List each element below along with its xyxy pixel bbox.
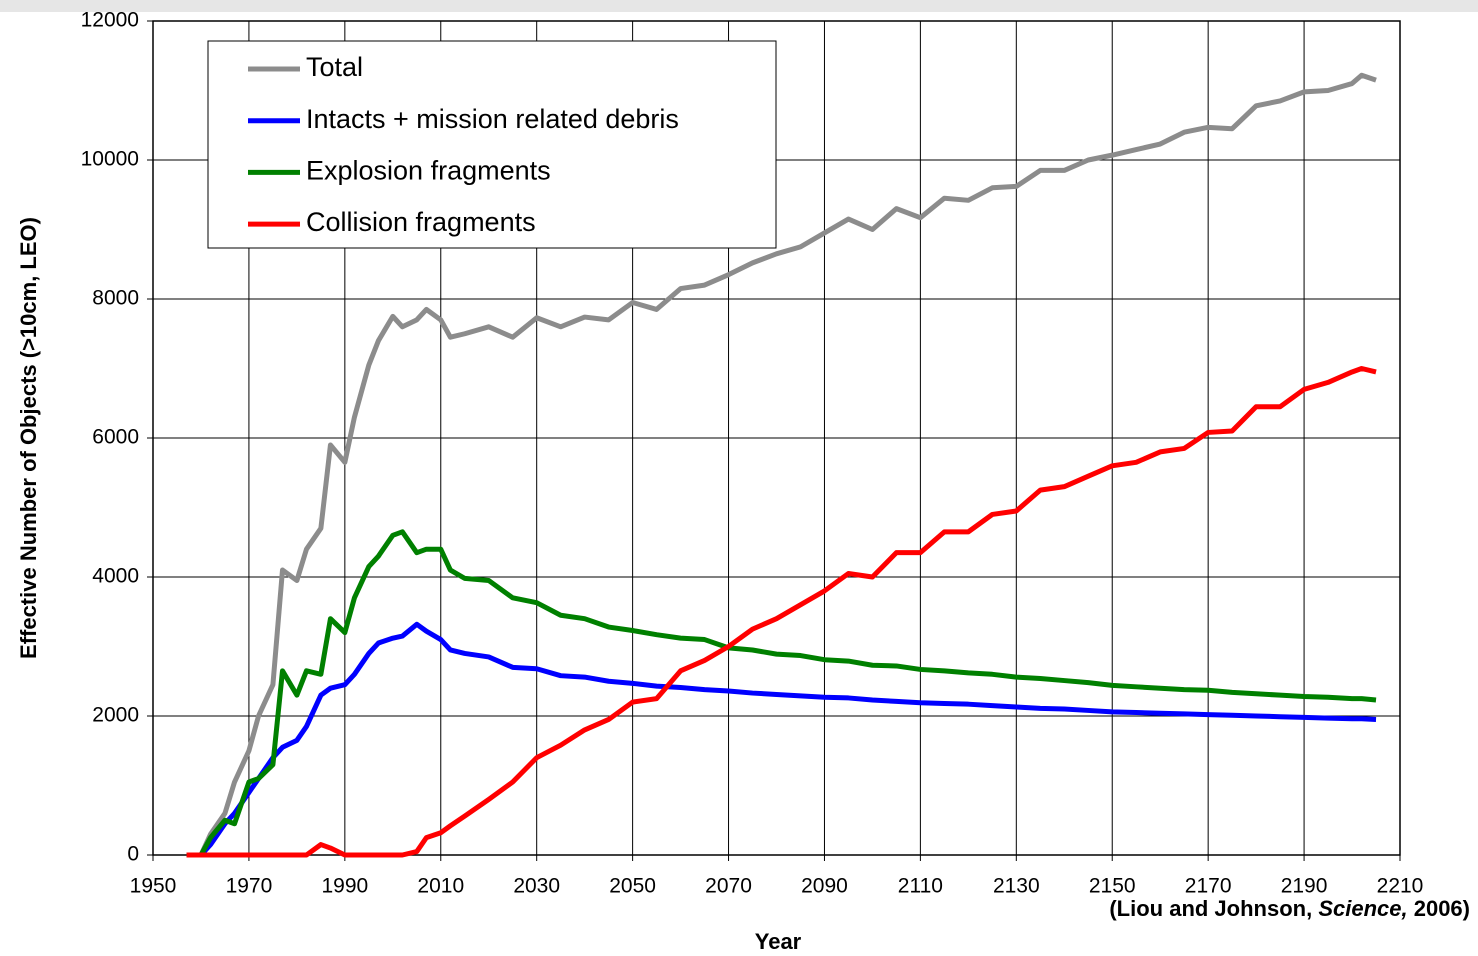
legend-box <box>207 40 777 249</box>
x-tick-label: 2170 <box>1185 875 1232 898</box>
y-tick-label: 2000 <box>92 704 139 727</box>
y-tick-label: 6000 <box>92 426 139 449</box>
x-tick-label: 2110 <box>898 875 943 898</box>
x-tick-label: 2150 <box>1089 875 1136 898</box>
y-tick-label: 8000 <box>92 287 139 310</box>
x-tick-label: 2010 <box>417 875 464 898</box>
series-line <box>186 621 1377 858</box>
annotation-part: 2006) <box>1408 896 1470 921</box>
annotation-part: Science, <box>1318 896 1407 921</box>
y-tick-label: 12000 <box>81 9 139 32</box>
x-tick-label: 2050 <box>609 875 656 898</box>
series-line <box>186 366 1377 858</box>
x-tick-label: 2070 <box>705 875 752 898</box>
y-axis-label: Effective Number of Objects (>10cm, LEO) <box>16 217 41 659</box>
y-tick-label: 0 <box>127 843 139 866</box>
series-line <box>186 529 1377 858</box>
x-tick-label: 1950 <box>130 875 177 898</box>
annotation: (Liou and Johnson, Science, 2006) <box>1109 896 1470 921</box>
legend-label: Intacts + mission related debris <box>306 104 679 134</box>
x-axis-label: Year <box>755 929 802 954</box>
legend-label: Collision fragments <box>306 207 536 237</box>
annotation-part: (Liou and Johnson, <box>1109 896 1318 921</box>
series-line <box>186 72 1377 858</box>
x-tick-label: 2130 <box>993 875 1040 898</box>
y-tick-label: 10000 <box>81 148 139 171</box>
x-tick-label: 2030 <box>513 875 560 898</box>
legend-label: Total <box>306 52 363 82</box>
x-tick-label: 2210 <box>1377 875 1424 898</box>
x-tick-label: 1970 <box>226 875 273 898</box>
x-tick-label: 2190 <box>1281 875 1328 898</box>
x-tick-label: 2090 <box>801 875 848 898</box>
legend-label: Explosion fragments <box>306 156 551 186</box>
x-tick-label: 1990 <box>321 875 368 898</box>
top-bar <box>0 0 1478 12</box>
y-tick-label: 4000 <box>92 565 139 588</box>
